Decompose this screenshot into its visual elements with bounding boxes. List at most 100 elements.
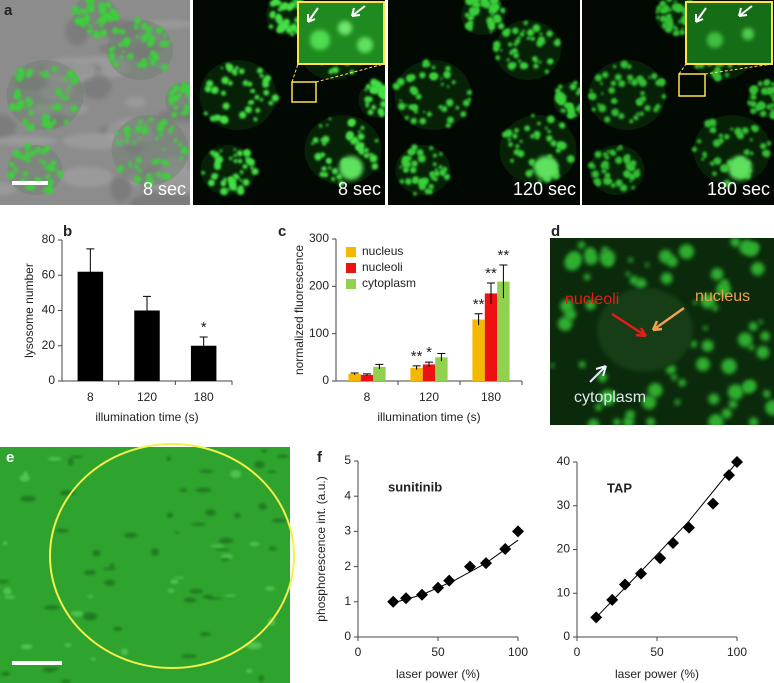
vesicle	[493, 19, 497, 23]
vesicle	[186, 150, 190, 155]
vesicle	[81, 25, 85, 29]
vesicle	[709, 126, 717, 134]
vesicle	[546, 135, 553, 142]
vesicle	[601, 168, 607, 174]
vesicle	[233, 72, 238, 76]
speck	[83, 612, 98, 621]
vesicle	[367, 109, 374, 116]
x-axis-label: laser power (%)	[615, 667, 699, 681]
vesicle	[701, 339, 714, 352]
vesicle	[99, 29, 108, 37]
vesicle	[515, 144, 520, 149]
vesicle	[673, 29, 680, 37]
vesicle	[595, 181, 602, 187]
vesicle	[585, 299, 596, 311]
y-tick-label: 300	[309, 231, 329, 245]
vesicle	[14, 92, 21, 100]
arrow	[651, 306, 685, 332]
vesicle	[203, 111, 208, 116]
panel-label: c	[278, 223, 286, 240]
vesicle	[592, 165, 596, 169]
vesicle	[702, 151, 707, 156]
vesicle	[762, 149, 771, 158]
vesicle	[438, 165, 443, 170]
vesicle	[163, 33, 167, 37]
vesicle	[66, 70, 75, 79]
vesicle	[710, 268, 724, 281]
vesicle	[514, 128, 519, 133]
vesicle	[460, 111, 467, 118]
y-axis-label: phosphorescence int. (a.u.)	[314, 476, 328, 621]
vesicle	[124, 139, 130, 144]
vesicle	[52, 120, 57, 125]
vesicle	[242, 80, 249, 86]
vesicle	[99, 23, 104, 28]
vesicle	[625, 410, 635, 420]
vesicle	[620, 60, 629, 69]
vesicle	[507, 62, 516, 70]
vesicle	[164, 173, 172, 180]
vesicle	[407, 148, 415, 156]
vesicle	[239, 179, 243, 182]
vesicle	[661, 94, 667, 99]
vesicle	[635, 278, 647, 290]
vesicle	[750, 262, 765, 276]
vesicle	[70, 105, 78, 113]
vesicle	[124, 37, 131, 44]
error-bar	[499, 264, 508, 299]
vesicle	[658, 78, 664, 84]
zoom-line	[704, 63, 773, 75]
vesicle	[737, 332, 753, 347]
speck	[245, 641, 262, 650]
speck	[0, 671, 11, 676]
vesicle	[569, 83, 577, 91]
speck	[121, 648, 128, 656]
vesicle	[220, 66, 224, 70]
vesicle	[214, 173, 218, 177]
vesicle	[364, 88, 368, 92]
speck	[249, 542, 260, 546]
vesicle	[379, 92, 383, 96]
error-bar	[474, 313, 483, 326]
vesicle	[623, 156, 629, 162]
vesicle	[124, 132, 131, 139]
vesicle	[85, 0, 91, 4]
vesicle	[124, 43, 129, 48]
vesicle	[134, 17, 142, 25]
vesicle	[750, 85, 759, 93]
vesicle	[320, 138, 325, 143]
vesicle	[237, 158, 243, 164]
vesicle	[17, 67, 25, 76]
vesicle	[502, 29, 510, 37]
error-bar	[143, 295, 151, 325]
vesicle	[462, 99, 470, 107]
vesicle	[591, 107, 596, 112]
vesicle	[128, 163, 133, 168]
arrow	[738, 5, 753, 17]
vesicle	[637, 168, 640, 172]
speck	[151, 548, 160, 556]
vesicle	[189, 90, 190, 93]
vesicle	[251, 89, 256, 93]
vesicle	[278, 23, 286, 31]
vesicle	[573, 80, 578, 85]
data-point	[400, 592, 412, 605]
vesicle	[212, 89, 215, 93]
vesicle	[410, 117, 417, 125]
vesicle	[404, 115, 409, 120]
vesicle	[656, 15, 660, 20]
vesicle	[180, 146, 189, 154]
vesicle	[693, 300, 698, 305]
vesicle	[646, 417, 656, 425]
vesicle	[691, 146, 697, 152]
vesicle	[718, 137, 724, 144]
vesicle	[605, 165, 610, 170]
cytoplasm-label: cytoplasm	[574, 389, 646, 406]
vesicle	[629, 179, 633, 183]
vesicle	[610, 182, 616, 188]
vesicle	[546, 115, 555, 124]
vesicle	[681, 27, 685, 30]
vesicle	[660, 9, 665, 14]
vesicle	[446, 85, 450, 88]
legend-label: cytoplasm	[362, 276, 416, 290]
